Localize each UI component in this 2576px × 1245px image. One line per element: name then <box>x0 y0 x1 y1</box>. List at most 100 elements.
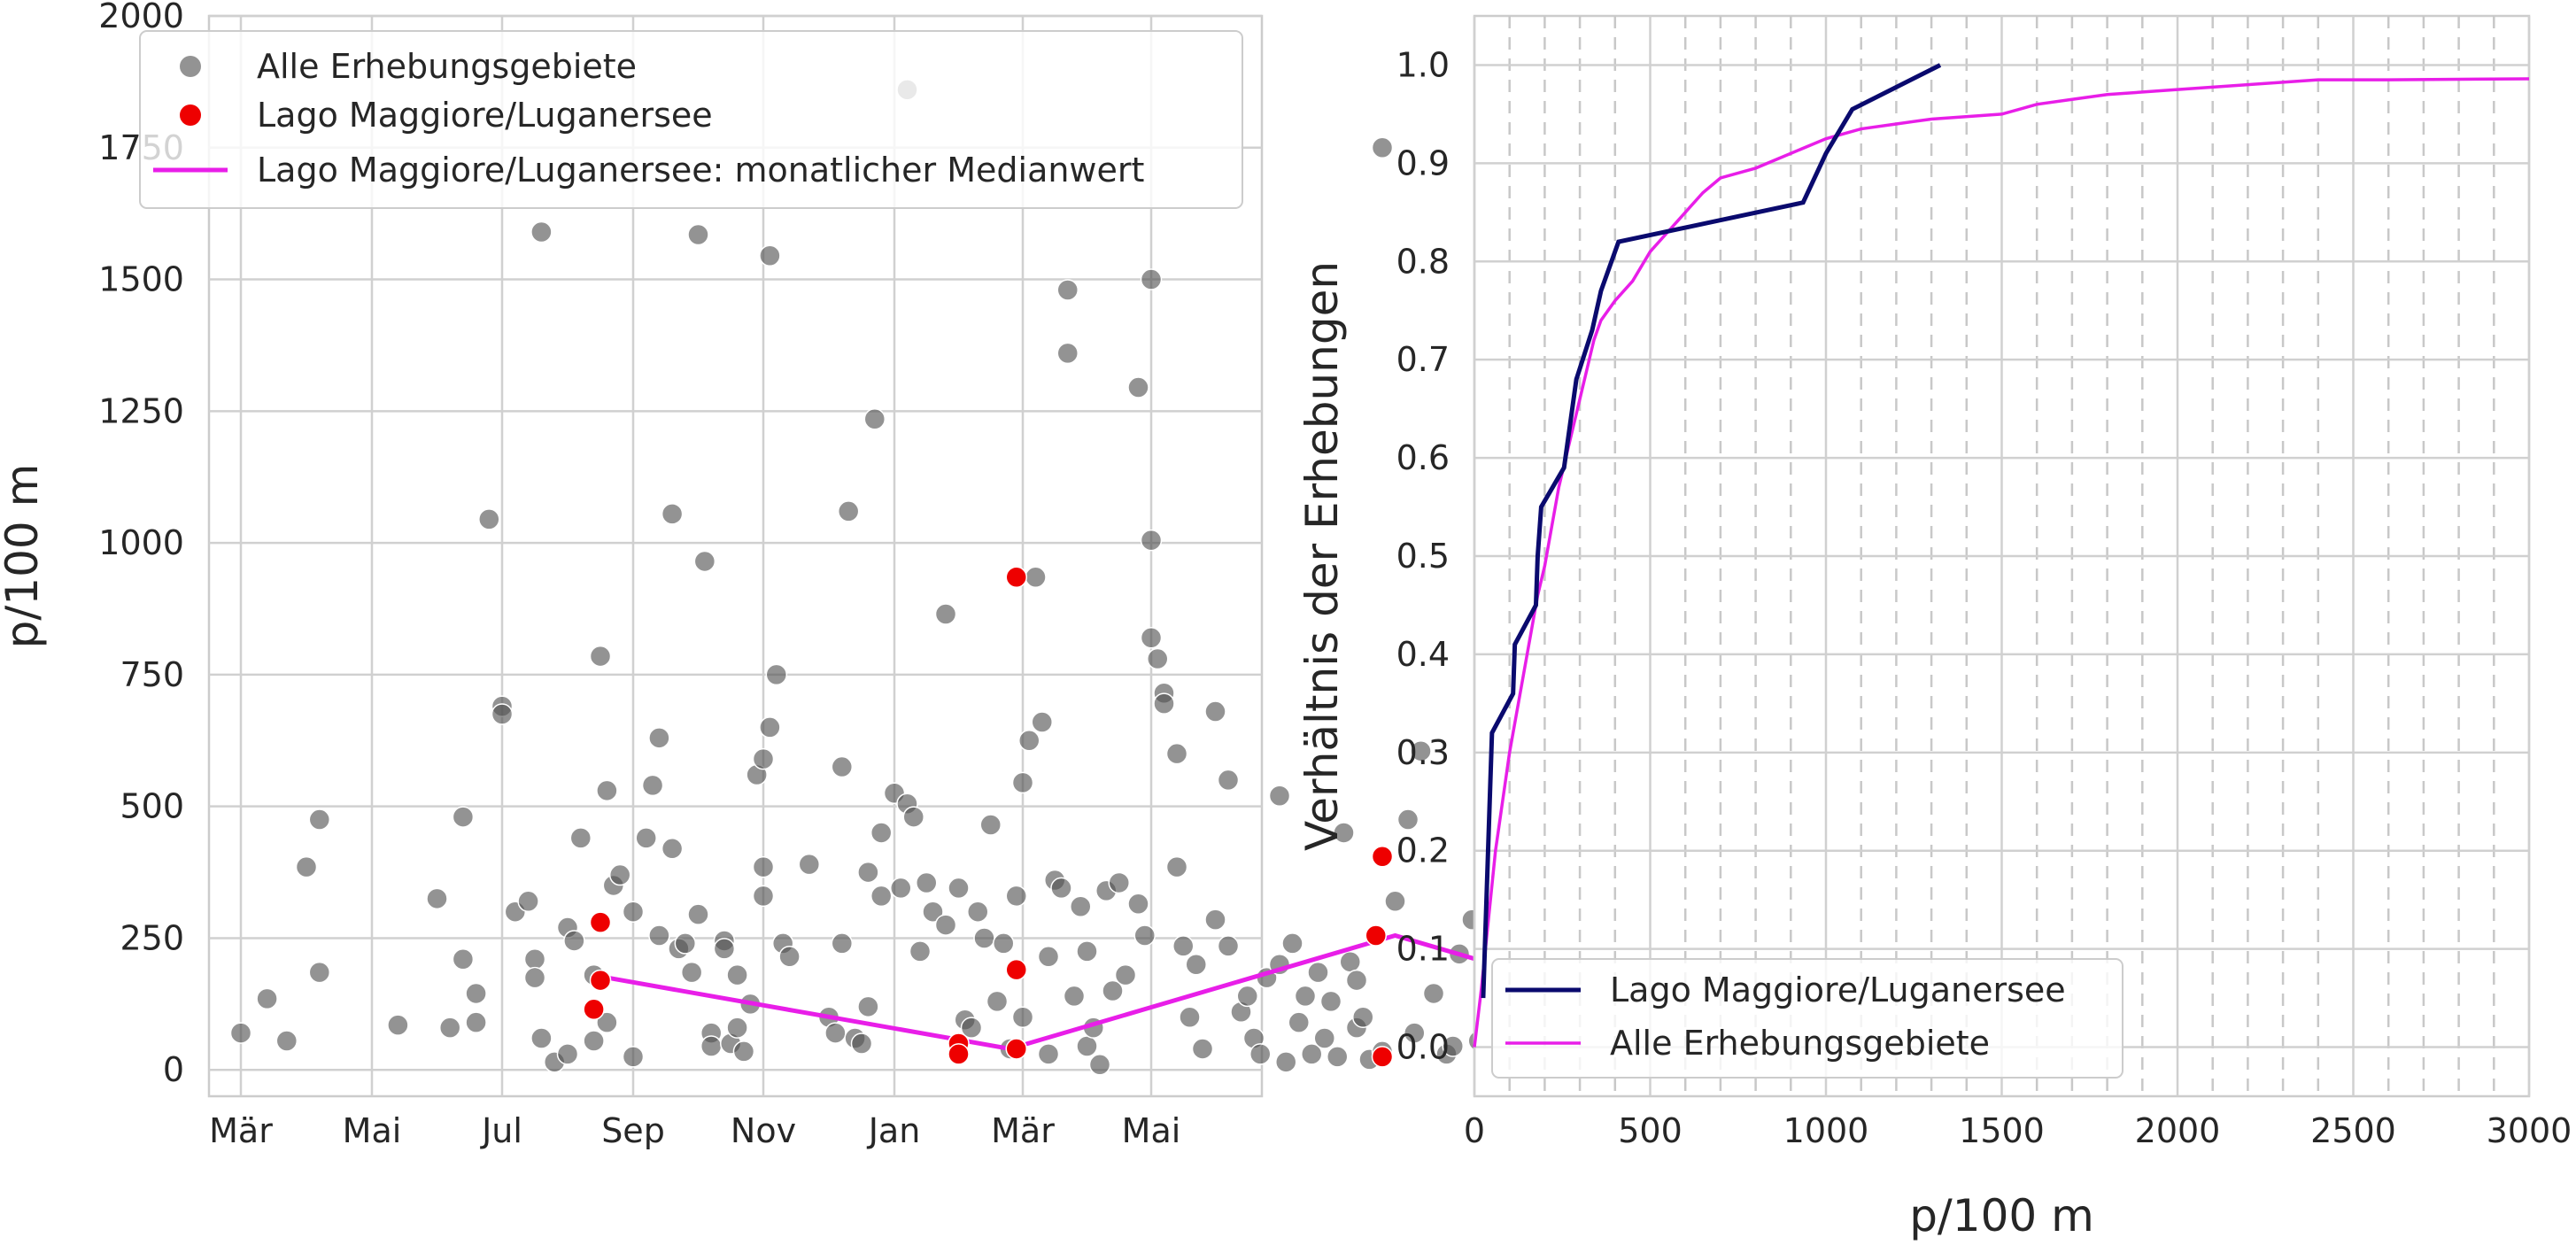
scatter-point-all-regions <box>1005 885 1027 908</box>
scatter-point-all-regions <box>563 930 585 952</box>
right-y-tick-label: 0.5 <box>1396 537 1450 576</box>
scatter-point-all-regions <box>979 814 1002 836</box>
scatter-point-all-regions <box>426 887 448 910</box>
scatter-point-all-regions <box>850 1032 873 1055</box>
scatter-point-all-regions <box>922 901 944 923</box>
right-y-tick-label: 0.3 <box>1396 733 1450 772</box>
scatter-point-all-regions <box>1422 982 1445 1005</box>
left-x-tick-label: Mai <box>1122 1111 1181 1150</box>
scatter-point-all-regions <box>1031 711 1053 733</box>
scatter-point-all-regions <box>1140 268 1163 290</box>
scatter-point-all-regions <box>229 1022 252 1044</box>
scatter-point-all-regions <box>870 885 893 908</box>
scatter-point-all-regions <box>275 1030 298 1052</box>
left-chart: 025050075010001250150017502000MärMaiJulS… <box>0 0 2038 1150</box>
scatter-point-all-regions <box>1313 1027 1335 1049</box>
right-x-tick-label: 2000 <box>2135 1111 2221 1150</box>
right-x-tick-label: 0 <box>1464 1111 1485 1150</box>
scatter-point-all-regions <box>759 244 781 267</box>
scatter-point-all-regions <box>452 806 475 828</box>
scatter-point-all-regions <box>1140 626 1163 649</box>
scatter-point-all-regions <box>556 1043 579 1065</box>
scatter-point-all-regions <box>523 948 546 970</box>
scatter-point-all-regions <box>1076 1035 1098 1057</box>
right-legend-label: Alle Erhebungsgebiete <box>1610 1024 1990 1063</box>
scatter-point-lago-maggiore <box>589 969 612 992</box>
right-legend-box <box>1491 958 2123 1079</box>
scatter-point-all-regions <box>713 938 736 960</box>
scatter-point-all-regions <box>693 550 716 573</box>
scatter-point-lago-maggiore <box>1371 845 1394 868</box>
scatter-point-all-regions <box>948 877 970 900</box>
scatter-point-all-regions <box>732 1040 755 1063</box>
scatter-point-all-regions <box>1288 1011 1310 1033</box>
left-legend-box <box>139 30 1243 209</box>
scatter-point-all-regions <box>687 903 709 925</box>
right-y-tick-label: 0.6 <box>1396 438 1450 477</box>
scatter-point-all-regions <box>1140 529 1163 552</box>
scatter-point-all-regions <box>530 220 553 244</box>
scatter-point-all-regions <box>993 932 1015 955</box>
scatter-point-all-regions <box>1319 990 1342 1013</box>
left-x-tick-label: Mai <box>343 1111 402 1150</box>
scatter-point-lago-maggiore <box>583 998 605 1021</box>
scatter-point-all-regions <box>960 1017 983 1039</box>
scatter-point-all-regions <box>759 716 781 738</box>
scatter-point-all-regions <box>1294 985 1317 1008</box>
scatter-point-all-regions <box>863 408 886 430</box>
scatter-point-all-regions <box>530 1027 553 1049</box>
scatter-point-all-regions <box>1384 890 1406 913</box>
right-legend: Lago Maggiore/Luganersee Alle Erhebungsge… <box>1491 958 2123 1079</box>
scatter-point-all-regions <box>648 727 670 749</box>
left-y-tick-label: 1250 <box>98 391 184 430</box>
scatter-point-all-regions <box>1345 969 1368 992</box>
scatter-point-all-regions <box>1147 647 1169 670</box>
scatter-point-all-regions <box>1102 979 1124 1002</box>
left-legend-label: Lago Maggiore/Luganersee <box>257 96 713 135</box>
scatter-point-all-regions <box>726 963 748 986</box>
right-y-axis-label: Verhältnis der Erhebungen <box>1296 261 1348 851</box>
scatter-point-all-regions <box>1352 1006 1374 1028</box>
right-x-axis-label: p/100 m <box>1909 1190 2094 1241</box>
scatter-point-all-regions <box>608 863 631 886</box>
scatter-point-all-regions <box>1301 1043 1323 1065</box>
right-y-tick-label: 0.4 <box>1396 635 1450 674</box>
scatter-point-all-regions <box>700 1035 723 1057</box>
left-y-tick-label: 1000 <box>98 523 184 562</box>
scatter-point-all-regions <box>1056 342 1079 365</box>
scatter-point-all-regions <box>583 1030 605 1052</box>
left-legend: Alle Erhebungsgebiete Lago Maggiore/Lugan… <box>139 30 1243 209</box>
scatter-point-all-regions <box>687 223 709 246</box>
left-legend-label: Alle Erhebungsgebiete <box>257 47 637 86</box>
scatter-point-all-regions <box>596 1011 618 1033</box>
scatter-point-all-regions <box>1442 1035 1464 1057</box>
right-x-tick-label: 500 <box>1618 1111 1683 1150</box>
right-chart: 0 500 1000 1500 2000 2500 3000 0.0 0.1 0.2 0.3 0.4 0… <box>1296 14 2572 1241</box>
scatter-point-all-regions <box>1185 953 1207 976</box>
scatter-point-lago-maggiore <box>589 911 612 933</box>
scatter-point-all-regions <box>890 877 912 900</box>
scatter-point-all-regions <box>1172 935 1195 957</box>
right-x-tick-label: 2500 <box>2310 1111 2396 1150</box>
scatter-point-all-regions <box>986 990 1009 1013</box>
scatter-point-all-regions <box>765 663 788 686</box>
legend-marker-red <box>180 104 201 126</box>
scatter-point-all-regions <box>517 890 539 913</box>
scatter-point-all-regions <box>1165 742 1188 765</box>
right-x-tick-label: 3000 <box>2487 1111 2572 1150</box>
scatter-point-all-regions <box>916 871 938 894</box>
scatter-point-all-regions <box>308 808 331 831</box>
scatter-point-all-regions <box>622 1046 645 1068</box>
scatter-point-all-regions <box>589 645 612 668</box>
left-x-tick-label: Jul <box>480 1111 522 1150</box>
scatter-point-all-regions <box>635 827 657 849</box>
left-x-tick-label: Sep <box>601 1111 665 1150</box>
left-x-tick-label: Mär <box>991 1111 1055 1150</box>
right-x-tick-label: 1000 <box>1783 1111 1869 1150</box>
scatter-point-all-regions <box>661 503 684 525</box>
scatter-point-all-regions <box>967 901 989 923</box>
scatter-point-all-regions <box>1063 985 1086 1008</box>
scatter-point-all-regions <box>1114 963 1137 986</box>
scatter-point-all-regions <box>837 500 860 522</box>
ecdf-line-lago-maggiore <box>1481 63 1942 999</box>
